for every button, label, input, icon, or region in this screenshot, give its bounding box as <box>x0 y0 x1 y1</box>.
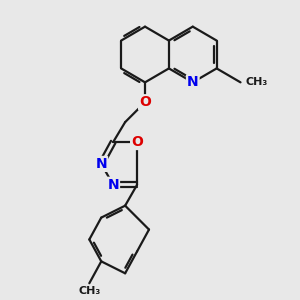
Text: N: N <box>187 75 199 89</box>
Text: N: N <box>107 178 119 192</box>
Text: O: O <box>139 95 151 109</box>
Text: CH₃: CH₃ <box>245 77 268 87</box>
Text: CH₃: CH₃ <box>78 286 100 296</box>
Text: N: N <box>95 157 107 171</box>
Text: O: O <box>131 135 143 149</box>
